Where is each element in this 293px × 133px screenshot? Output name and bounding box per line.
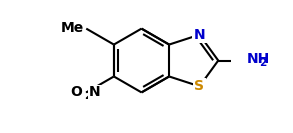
Text: NH: NH <box>246 51 270 66</box>
Text: N: N <box>194 28 205 42</box>
Text: 2: 2 <box>259 58 267 68</box>
Text: N: N <box>89 85 100 99</box>
Text: Me: Me <box>61 21 84 35</box>
Text: O: O <box>70 85 82 99</box>
Text: 2: 2 <box>84 91 91 101</box>
Text: S: S <box>195 79 205 93</box>
